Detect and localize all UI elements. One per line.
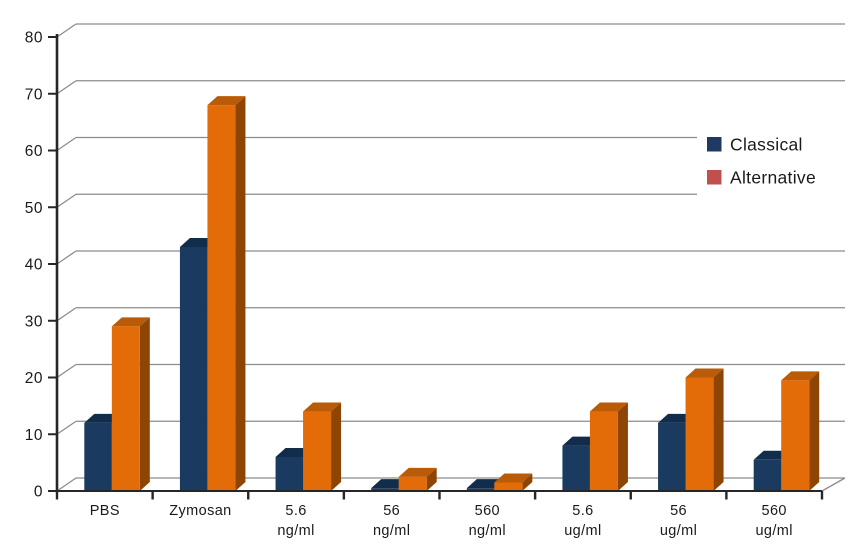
category-label: 560 ug/ml [755, 503, 792, 539]
bar-alternative-1 [111, 317, 150, 491]
y-tick-label: 70 [25, 86, 43, 103]
bar-front-face [275, 456, 304, 491]
y-tick-label: 40 [25, 257, 43, 274]
bar-side-face [139, 317, 150, 491]
legend-background [697, 122, 858, 200]
legend-label-alternative: Alternative [730, 168, 816, 188]
bar-alternative-4 [398, 467, 437, 491]
bar-front-face [303, 411, 332, 491]
bar-alternative-7 [685, 368, 724, 491]
bar-front-face [589, 411, 618, 491]
floor-edge [821, 477, 846, 492]
bar-top-face [494, 473, 533, 483]
bar-alternative-3 [303, 402, 342, 491]
y-tick-label: 0 [34, 484, 43, 501]
bar-side-face [331, 402, 342, 491]
gridline-depth [56, 363, 77, 379]
bar-top-face [398, 467, 437, 477]
bar-top-face [207, 96, 246, 106]
category-label: PBS [90, 503, 120, 519]
bar-front-face [494, 482, 523, 491]
bar-front-face [753, 459, 782, 491]
bar-front-face [685, 377, 714, 491]
category-label: 5.6 ug/ml [564, 503, 601, 539]
bar-front-face [111, 326, 140, 491]
gridline-depth [56, 307, 77, 322]
bar-alternative-6 [589, 402, 628, 491]
bar-side-face [426, 467, 437, 491]
bar-alternative-2 [207, 96, 246, 491]
bar-front-face [466, 488, 495, 491]
gridline-depth [56, 477, 77, 492]
gridline-depth [56, 420, 77, 435]
bar-front-face [398, 476, 427, 491]
gridline-depth [56, 23, 77, 38]
bar-front-face [658, 422, 686, 491]
y-tick-label: 60 [25, 143, 43, 160]
bar-top-face [685, 368, 724, 378]
gridline-depth [56, 80, 77, 95]
bar-side-face [522, 473, 533, 491]
bar-side-face [617, 402, 628, 491]
category-label: 56 ug/ml [660, 503, 697, 539]
bar-top-face [111, 317, 150, 327]
bar-top-face [303, 402, 342, 412]
bar-alternative-8 [781, 371, 820, 491]
bar-side-face [713, 368, 724, 491]
gridline-depth [56, 193, 77, 208]
bar-front-face [179, 246, 208, 491]
gridline-depth [56, 250, 77, 265]
category-label: Zymosan [169, 503, 231, 519]
y-tick-label: 10 [25, 427, 43, 444]
category-label: 56 ng/ml [373, 503, 410, 539]
bar-front-face [371, 488, 399, 491]
y-tick-label: 20 [25, 370, 43, 387]
bar-top-face [781, 371, 820, 381]
category-label: 5.6 ng/ml [277, 503, 314, 539]
bar-alternative-5 [494, 473, 533, 491]
legend-marker-classical [707, 137, 722, 152]
legend-label-classical: Classical [730, 135, 803, 155]
bar-front-face [562, 445, 590, 491]
bar-front-face [207, 105, 236, 491]
bar-side-face [809, 371, 820, 491]
y-tick-label: 80 [25, 30, 43, 47]
bar-front-face [84, 422, 112, 491]
gridline-depth [56, 136, 77, 152]
category-label: 560 ng/ml [469, 503, 506, 539]
y-tick-label: 50 [25, 200, 43, 217]
bar-top-face [589, 402, 628, 412]
legend: Classical Alternative [697, 122, 858, 200]
bar-side-face [235, 96, 246, 491]
bar-front-face [781, 380, 810, 491]
legend-marker-alternative [707, 170, 722, 185]
y-tick-label: 30 [25, 313, 43, 330]
